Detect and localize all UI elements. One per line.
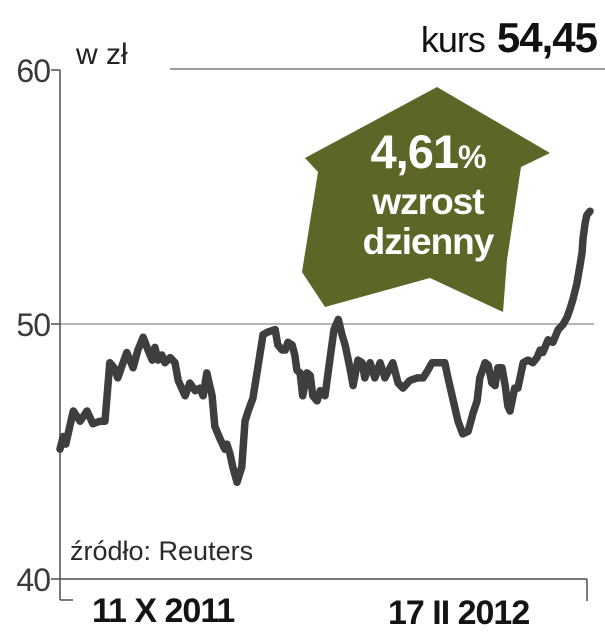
growth-word-2: dzienny (362, 221, 495, 262)
y-tick-label-50: 50 (16, 307, 51, 343)
percent-sign: % (458, 139, 486, 175)
y-tick-label-60: 60 (16, 53, 51, 89)
growth-percent-value: 4,61 (370, 125, 459, 178)
growth-percent: 4,61% (300, 127, 556, 182)
price-header: kurs 54,45 (420, 14, 598, 62)
growth-badge-text: 4,61% wzrost dzienny (300, 127, 556, 262)
y-axis-unit-label: w zł (76, 38, 128, 71)
price-label: kurs (420, 19, 486, 60)
growth-word-1: wzrost (372, 181, 484, 222)
axis-frame (51, 69, 588, 601)
growth-arrow-icon (302, 87, 550, 312)
price-line (56, 207, 594, 487)
y-tick-label-40: 40 (16, 562, 51, 598)
source-note: źródło: Reuters (70, 536, 254, 566)
gridlines (60, 68, 605, 580)
x-label-end-date: 17 II 2012 (388, 594, 530, 632)
price-value: 54,45 (496, 14, 598, 61)
x-label-start-date: 11 X 2011 (92, 592, 235, 630)
